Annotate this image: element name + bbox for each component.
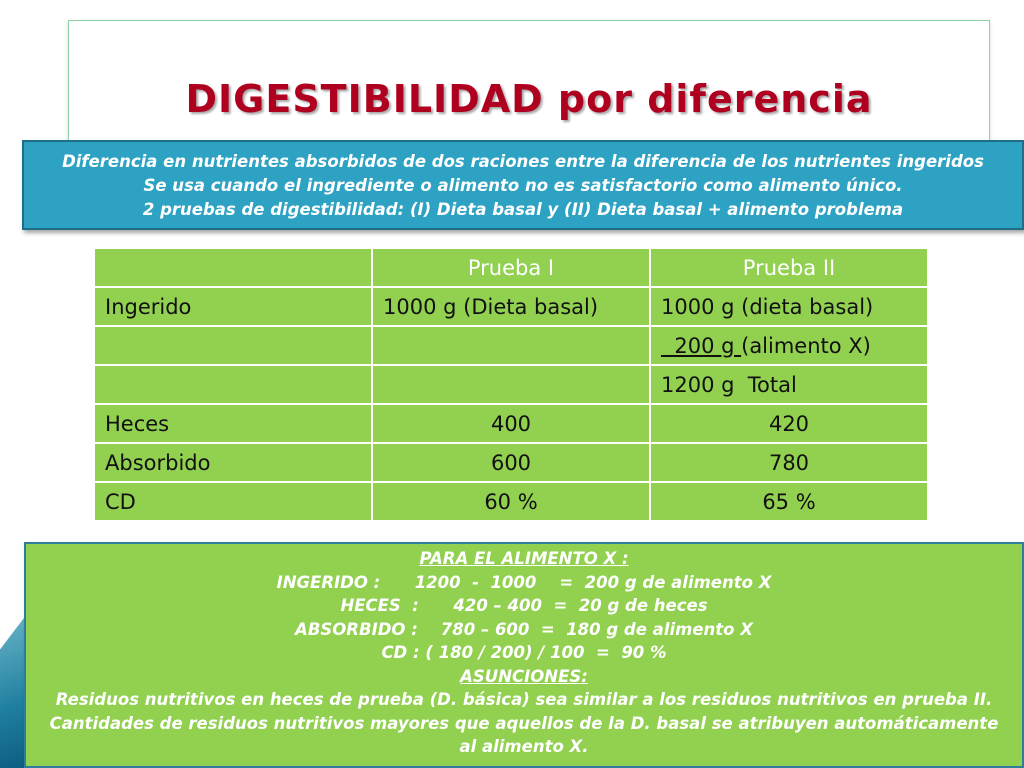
header-cell xyxy=(93,247,373,288)
digestibility-table: Prueba I Prueba II Ingerido 1000 g (Diet… xyxy=(93,247,929,522)
table-cell: 600 xyxy=(371,442,651,483)
table-cell: 1200 g Total xyxy=(649,364,929,405)
table-row: Ingerido 1000 g (Dieta basal) 1000 g (di… xyxy=(93,286,929,327)
table-row: CD 60 % 65 % xyxy=(93,481,929,522)
table-cell: CD xyxy=(93,481,373,522)
summary-line-absorbido: ABSORBIDO : 780 – 600 = 180 g de aliment… xyxy=(295,619,753,639)
assumption-line-1: Residuos nutritivos en heces de prueba (… xyxy=(55,690,993,709)
summary-box: PARA EL ALIMENTO X : INGERIDO : 1200 - 1… xyxy=(24,542,1024,768)
table-cell: 420 xyxy=(649,403,929,444)
assumptions-heading: ASUNCIONES: xyxy=(460,666,588,686)
table-header-row: Prueba I Prueba II xyxy=(93,247,929,288)
table-cell: 200 g (alimento X) xyxy=(649,325,929,366)
underlined-amount: 200 g xyxy=(661,333,742,358)
table-cell xyxy=(93,325,373,366)
table-cell: 400 xyxy=(371,403,651,444)
table-cell xyxy=(93,364,373,405)
table-cell: Ingerido xyxy=(93,286,373,327)
table-row: 200 g (alimento X) xyxy=(93,325,929,366)
table-cell: 1000 g (Dieta basal) xyxy=(371,286,651,327)
food-x-label: (alimento X) xyxy=(741,333,871,358)
summary-line-heces: HECES : 420 – 400 = 20 g de heces xyxy=(340,596,708,615)
table-row: Heces 400 420 xyxy=(93,403,929,444)
table-cell: Heces xyxy=(93,403,373,444)
header-cell: Prueba II xyxy=(649,247,929,288)
intro-line-2: Se usa cuando el ingrediente o alimento … xyxy=(143,176,903,195)
table-cell: 65 % xyxy=(649,481,929,522)
table-row: 1200 g Total xyxy=(93,364,929,405)
intro-box: Diferencia en nutrientes absorbidos de d… xyxy=(22,140,1024,230)
table-cell xyxy=(371,364,651,405)
table-cell xyxy=(371,325,651,366)
summary-line-cd: CD : ( 180 / 200) / 100 = 90 % xyxy=(381,643,667,662)
table-cell: 60 % xyxy=(371,481,651,522)
table-cell: Absorbido xyxy=(93,442,373,483)
intro-line-3: 2 pruebas de digestibilidad: (I) Dieta b… xyxy=(142,200,904,219)
table-cell: 1000 g (dieta basal) xyxy=(649,286,929,327)
assumption-line-3: al alimento X. xyxy=(459,737,589,756)
table-row: Absorbido 600 780 xyxy=(93,442,929,483)
summary-line-ingerido: INGERIDO : 1200 - 1000 = 200 g de alimen… xyxy=(276,572,772,592)
intro-line-1: Diferencia en nutrientes absorbidos de d… xyxy=(62,152,984,171)
assumption-line-2: Cantidades de residuos nutritivos mayore… xyxy=(49,713,999,733)
header-cell: Prueba I xyxy=(371,247,651,288)
page-title: DIGESTIBILIDAD por diferencia xyxy=(185,77,873,121)
title-box: DIGESTIBILIDAD por diferencia xyxy=(68,20,990,148)
summary-heading: PARA EL ALIMENTO X : xyxy=(419,549,629,568)
table-cell: 780 xyxy=(649,442,929,483)
